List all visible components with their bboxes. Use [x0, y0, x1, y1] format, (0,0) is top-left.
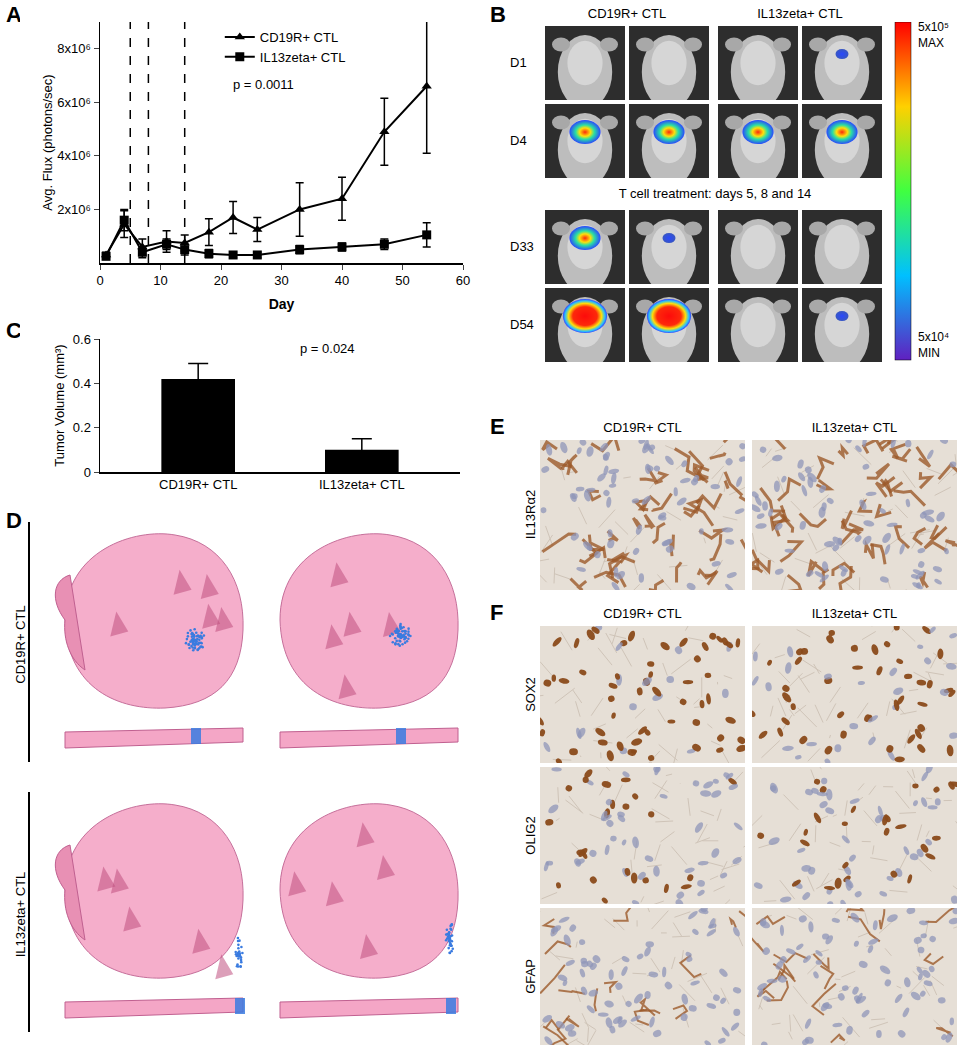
- svg-text:Day: Day: [269, 296, 295, 312]
- svg-text:Avg. Flux (photons/sec): Avg. Flux (photons/sec): [40, 74, 55, 210]
- html-text:T cell treatment: days 5, 8 an: T cell treatment: days 5, 8 and 14: [618, 186, 812, 201]
- svg-text:6x10⁶: 6x10⁶: [57, 95, 91, 110]
- svg-text:0: 0: [96, 273, 103, 288]
- svg-text:p = 0.0011: p = 0.0011: [233, 77, 294, 92]
- html-text:D54: D54: [510, 317, 534, 332]
- html-text:5x10⁵: 5x10⁵: [918, 20, 949, 34]
- html-text:IL13Rα2: IL13Rα2: [522, 489, 538, 540]
- html-text:CD19R+ CTL: CD19R+ CTL: [587, 6, 667, 21]
- svg-text:60: 60: [456, 273, 470, 288]
- svg-text:0.4: 0.4: [73, 376, 91, 391]
- html-text:GFAP: GFAP: [522, 958, 538, 994]
- svg-text:Tumor Volume (mm³): Tumor Volume (mm³): [52, 344, 67, 466]
- svg-text:4x10⁶: 4x10⁶: [57, 148, 91, 163]
- svg-text:10: 10: [153, 273, 167, 288]
- html-text:C: C: [6, 318, 22, 343]
- html-text:MIN: MIN: [918, 346, 940, 360]
- svg-text:CD19R+ CTL: CD19R+ CTL: [159, 477, 237, 492]
- html-text:CD19R+ CTL: CD19R+ CTL: [603, 606, 682, 621]
- html-text:D4: D4: [510, 133, 527, 148]
- html-text:D33: D33: [510, 239, 534, 254]
- html-text:IL13zeta+ CTL: IL13zeta+ CTL: [811, 420, 898, 435]
- html-text:F: F: [490, 600, 504, 625]
- svg-text:50: 50: [395, 273, 409, 288]
- html-text:D: D: [6, 508, 22, 533]
- svg-text:40: 40: [335, 273, 349, 288]
- html-text:D1: D1: [510, 55, 527, 70]
- html-text:CD19R+ CTL: CD19R+ CTL: [603, 420, 682, 435]
- svg-text:0.2: 0.2: [73, 420, 91, 435]
- html-text:B: B: [490, 2, 506, 27]
- svg-text:p = 0.024: p = 0.024: [300, 341, 355, 356]
- svg-text:2x10⁶: 2x10⁶: [57, 202, 91, 217]
- html-text:A: A: [6, 2, 22, 27]
- html-text:IL13zeta+ CTL: IL13zeta+ CTL: [12, 871, 28, 958]
- html-text:SOX2: SOX2: [522, 676, 538, 712]
- html-text:MAX: MAX: [918, 36, 944, 50]
- svg-text:IL13zeta+ CTL: IL13zeta+ CTL: [319, 477, 405, 492]
- html-text:5x10⁴: 5x10⁴: [918, 330, 950, 344]
- html-text:E: E: [490, 414, 505, 439]
- svg-text:0: 0: [84, 465, 91, 480]
- html-text:CD19R+ CTL: CD19R+ CTL: [12, 605, 28, 684]
- html-text:OLIG2: OLIG2: [522, 815, 538, 855]
- svg-text:CD19R+ CTL: CD19R+ CTL: [260, 30, 338, 45]
- html-text:IL13zeta+ CTL: IL13zeta+ CTL: [811, 606, 898, 621]
- svg-text:8x10⁶: 8x10⁶: [57, 41, 91, 56]
- svg-text:0.6: 0.6: [73, 332, 91, 347]
- svg-text:IL13zeta+ CTL: IL13zeta+ CTL: [260, 50, 346, 65]
- svg-text:20: 20: [214, 273, 228, 288]
- html-text:IL13zeta+ CTL: IL13zeta+ CTL: [757, 6, 843, 21]
- svg-text:30: 30: [274, 273, 288, 288]
